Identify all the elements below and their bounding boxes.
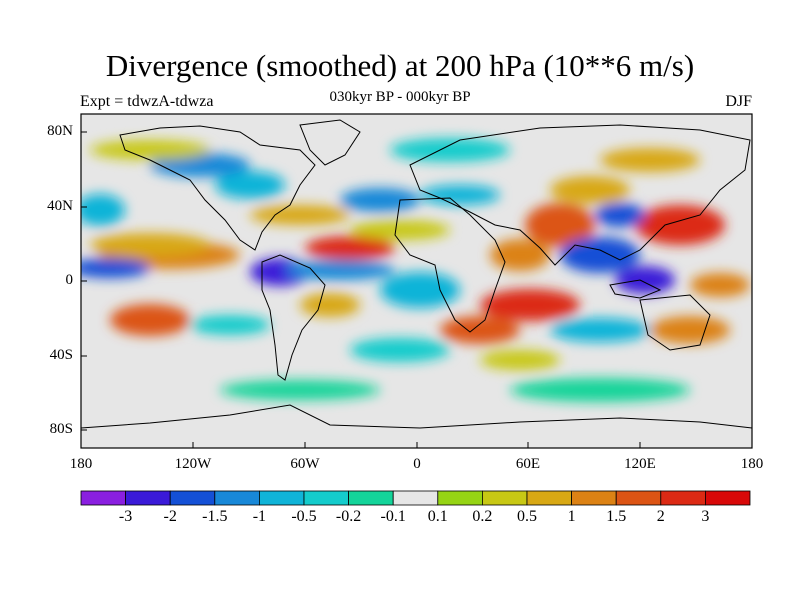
colorbar-label: 0.2 <box>472 508 493 525</box>
field-region <box>350 338 450 362</box>
colorbar-swatch <box>258 490 305 506</box>
colorbar-swatch <box>437 490 483 506</box>
colorbar-label: 0.5 <box>517 508 537 525</box>
field-region <box>110 304 190 336</box>
field-region <box>550 318 650 342</box>
colorbar-swatch <box>214 490 260 506</box>
field-region <box>600 148 700 172</box>
field-region <box>380 272 460 308</box>
plot-subtitle: 030kyr BP - 000kyr BP <box>329 89 471 105</box>
field-region <box>480 289 580 321</box>
field-region <box>615 266 675 294</box>
colorbar-label: -2 <box>163 508 177 525</box>
colorbar-label: 2 <box>656 508 665 525</box>
colorbar-swatch <box>169 490 216 506</box>
lon-label-180w: 180 <box>69 456 93 472</box>
field-region <box>480 350 560 370</box>
field-region <box>420 185 500 205</box>
colorbar-swatch <box>125 490 171 506</box>
colorbar-label: -1 <box>252 508 267 525</box>
season-label: DJF <box>725 93 752 110</box>
field-region <box>190 315 270 335</box>
colorbar-label: -0.2 <box>335 508 362 525</box>
field-region <box>215 171 285 199</box>
field-region <box>305 236 395 260</box>
colorbar-label: -0.5 <box>291 508 317 525</box>
field-region <box>250 205 350 225</box>
plot-title: Divergence (smoothed) at 200 hPa (10**6 … <box>105 48 695 83</box>
colorbar-label: -0.1 <box>380 508 406 525</box>
field-region <box>340 188 420 212</box>
lat-label-40s: 40S <box>49 347 73 363</box>
lat-label-0: 0 <box>65 272 74 288</box>
field-region <box>81 258 150 278</box>
colorbar-label: -3 <box>118 508 133 525</box>
lon-label-120w: 120W <box>174 456 212 472</box>
field-region <box>690 273 750 297</box>
field-region <box>635 205 725 245</box>
colorbar-swatch <box>80 490 126 506</box>
colorbar-swatch <box>392 490 439 506</box>
colorbar-label: -1.5 <box>202 508 228 525</box>
colorbar-label: 1.5 <box>606 508 627 525</box>
colorbar-swatch <box>526 490 572 506</box>
field-region <box>300 293 360 317</box>
field-region <box>90 140 210 160</box>
field-region <box>490 239 550 271</box>
colorbar-swatch <box>348 490 394 506</box>
field-region <box>81 194 125 226</box>
experiment-label: Expt = tdwzA-tdwza <box>80 93 214 110</box>
colorbar-swatch <box>660 490 706 506</box>
coastlines <box>80 119 753 429</box>
field-region <box>650 316 730 344</box>
colorbar-swatch <box>481 490 528 506</box>
colorbar <box>80 490 751 506</box>
colorbar-swatch <box>303 490 349 506</box>
field-region <box>350 220 450 240</box>
colorbar-swatch <box>705 490 751 506</box>
field-region <box>390 138 510 162</box>
field-region <box>560 237 640 273</box>
lat-label-80n: 80N <box>47 123 73 139</box>
field-region <box>550 176 630 204</box>
colorbar-label: 0.1 <box>427 508 448 525</box>
field-region <box>440 316 520 344</box>
field-region <box>510 378 690 402</box>
field-region <box>220 380 380 400</box>
field-region <box>285 260 395 280</box>
colorbar-swatch <box>615 490 662 506</box>
field-region <box>525 203 595 247</box>
lon-label-120e: 120E <box>624 456 656 472</box>
lon-label-60e: 60E <box>515 456 541 472</box>
lat-label-40n: 40N <box>47 198 73 214</box>
lon-label-180e: 180 <box>740 456 764 472</box>
colorbar-label: 3 <box>701 508 710 525</box>
divergence-field <box>81 114 752 448</box>
lon-label-60w: 60W <box>290 456 320 472</box>
lon-label-0: 0 <box>413 456 421 472</box>
colorbar-swatch <box>571 490 617 506</box>
lat-label-80s: 80S <box>49 421 73 437</box>
field-region <box>595 203 645 227</box>
colorbar-label: 1 <box>567 508 576 525</box>
field-region <box>90 233 210 257</box>
map-ticks <box>80 131 753 448</box>
